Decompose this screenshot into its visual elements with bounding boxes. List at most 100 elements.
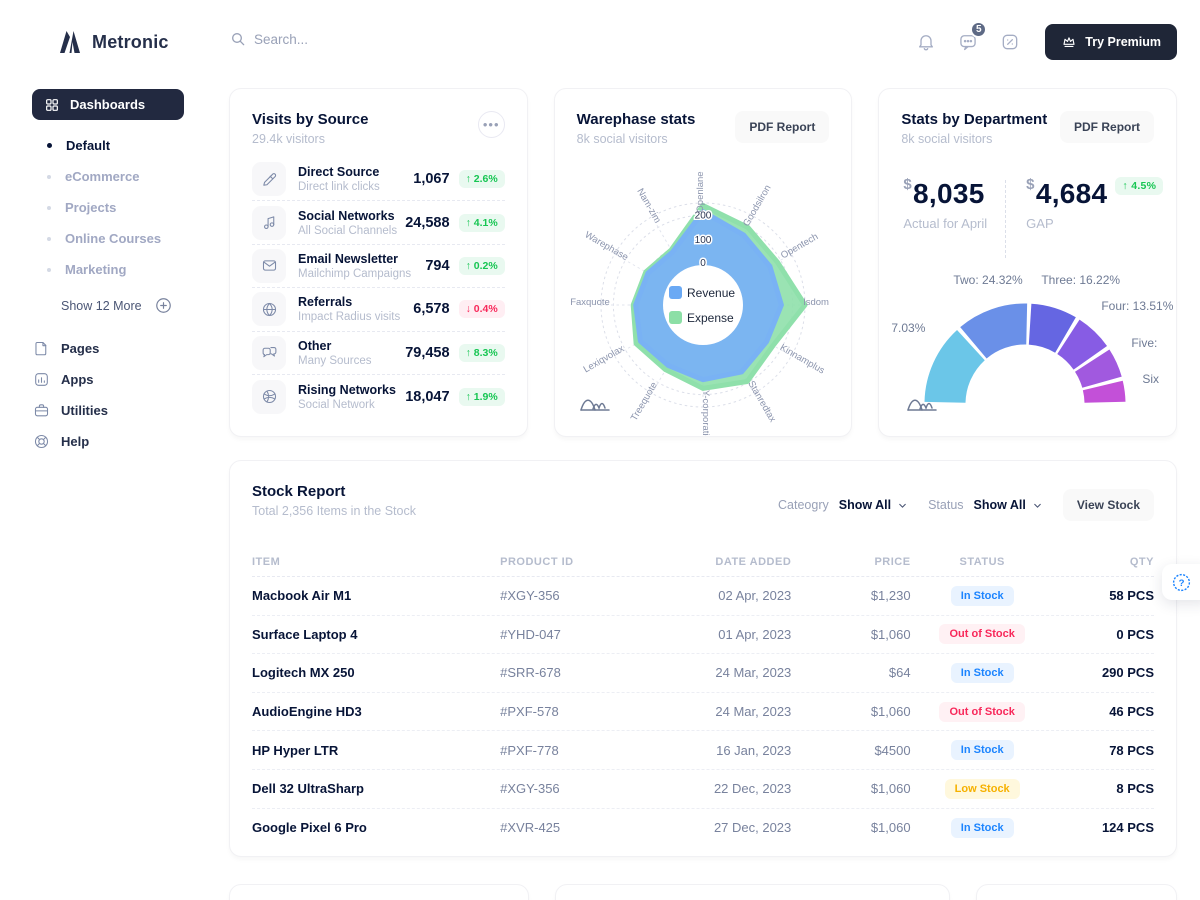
chat-bubbles-icon [252, 335, 286, 370]
gauge-segment-label: Three: 16.22% [1041, 273, 1121, 287]
product-id: #XGY-356 [500, 588, 560, 604]
sidebar-item-online-courses[interactable]: Online Courses [0, 223, 229, 254]
source-title[interactable]: Referrals [298, 295, 353, 310]
stats-by-department-card: Stats by Department 8k social visitors P… [878, 88, 1178, 437]
source-subtitle: Direct link clicks [298, 181, 380, 194]
stock-subtitle: Total 2,356 Items in the Stock [252, 504, 416, 518]
product-id: #XVR-425 [500, 820, 561, 836]
actual-label: Actual for April [903, 216, 988, 231]
status-filter-label: Status [928, 498, 964, 512]
source-delta-badge: ↑ 1.9% [458, 387, 505, 406]
briefcase-icon [33, 402, 50, 419]
column-header: DATE ADDED [715, 555, 792, 568]
dashboards-submenu: Default eCommerce Projects Online Courses Ma… [0, 130, 229, 285]
gauge-segment-label: Four: 13.51% [1101, 299, 1174, 313]
stock-title: Stock Report [252, 483, 346, 500]
source-title[interactable]: Other [298, 338, 332, 353]
category-filter-select[interactable]: Show All [839, 498, 908, 512]
pdf-report-button[interactable]: PDF Report [735, 111, 830, 143]
item-name-link[interactable]: Dell 32 UltraSharp [252, 781, 364, 797]
sidebar-item-apps[interactable]: Apps [0, 364, 229, 395]
column-header: QTY [1129, 555, 1154, 568]
sidebar-item-utilities[interactable]: Utilities [0, 395, 229, 426]
messages-button[interactable]: 5 [953, 21, 988, 57]
view-stock-button[interactable]: View Stock [1062, 489, 1154, 521]
column-header: STATUS [959, 555, 1005, 568]
status-filter-select[interactable]: Show All [974, 498, 1043, 512]
search-bar[interactable] [230, 31, 450, 47]
try-premium-button[interactable]: Try Premium [1045, 24, 1177, 60]
help-floating-button[interactable]: ? [1162, 564, 1200, 600]
visit-source-row: Rising Networks Social Network 18,047 ↑ 1.9… [252, 375, 505, 418]
item-name-link[interactable]: Logitech MX 250 [252, 665, 355, 681]
source-title[interactable]: Direct Source [298, 165, 380, 180]
item-name-link[interactable]: AudioEngine HD3 [252, 704, 362, 720]
sidebar-item-help[interactable]: Help [0, 426, 229, 457]
source-delta-badge: ↑ 8.3% [458, 343, 505, 362]
pdf-report-button[interactable]: PDF Report [1060, 111, 1155, 143]
apps-switcher-button[interactable] [995, 27, 1025, 57]
card-menu-button[interactable]: ••• [477, 111, 505, 138]
table-row: HP Hyper LTR #PXF-778 16 Jan, 2023 $4500 In … [252, 731, 1154, 770]
crown-icon [1063, 37, 1075, 47]
bullet-icon [47, 205, 51, 210]
sidebar-item-ecommerce[interactable]: eCommerce [0, 161, 229, 192]
gap-stat: $4,684 ↑ 4.5% GAP [1026, 176, 1164, 231]
svg-text:Expense: Expense [687, 311, 734, 325]
grid-icon [46, 98, 58, 111]
rocket-icon [252, 162, 286, 197]
svg-text:Revenue: Revenue [687, 286, 735, 300]
item-name-link[interactable]: Macbook Air M1 [252, 588, 352, 604]
table-header: ITEM PRODUCT ID DATE ADDED PRICE STATUS QTY [252, 547, 1154, 577]
status-badge: In Stock [950, 662, 1014, 683]
date-added: 01 Apr, 2023 [718, 626, 792, 642]
quantity: 290 PCS [1101, 665, 1154, 681]
show-more-button[interactable]: Show 12 More [0, 291, 229, 321]
source-title[interactable]: Email Newsletter [298, 251, 399, 266]
sidebar-item-pages[interactable]: Pages [0, 333, 229, 364]
sidebar-item-projects[interactable]: Projects [0, 192, 229, 223]
chat-icon [960, 35, 977, 51]
dotted-divider [1005, 180, 1007, 258]
radar-chart: Revenue Expense 0 100 200 Openlane Goodsilron O… [555, 119, 852, 436]
category-filter-label: Cateogry [778, 498, 829, 512]
svg-text:100: 100 [694, 235, 711, 246]
source-value: 18,047 [405, 388, 450, 405]
table-row: Dell 32 UltraSharp #XGY-356 22 Dec, 2023 $1… [252, 770, 1154, 809]
stats-card-title: Stats by Department [901, 111, 1048, 128]
quantity: 0 PCS [1116, 626, 1154, 642]
visit-source-row: Email Newsletter Mailchimp Campaigns 794 ↑ … [252, 245, 505, 289]
item-name-link[interactable]: HP Hyper LTR [252, 742, 339, 758]
svg-text:Opentech: Opentech [779, 231, 820, 261]
sidebar-item-marketing[interactable]: Marketing [0, 254, 229, 285]
source-subtitle: Impact Radius visits [298, 311, 401, 324]
gap-value: 4,684 [1035, 178, 1108, 209]
status-cell: Out of Stock [911, 624, 1054, 645]
source-title[interactable]: Rising Networks [298, 382, 396, 397]
source-value: 6,578 [413, 301, 450, 318]
search-input[interactable] [254, 31, 424, 47]
status-badge: Low Stock [944, 778, 1020, 799]
item-name-link[interactable]: Google Pixel 6 Pro [252, 820, 367, 836]
partial-card [555, 884, 950, 900]
item-name-link[interactable]: Surface Laptop 4 [252, 626, 358, 642]
source-title[interactable]: Social Networks [298, 208, 395, 223]
sidebar-item-dashboards[interactable]: Dashboards [32, 89, 184, 120]
plus-circle-icon[interactable] [154, 296, 173, 315]
brand-name: Metronic [92, 31, 169, 52]
source-value: 24,588 [405, 214, 450, 231]
bullet-icon [47, 143, 52, 148]
chevron-down-icon [1034, 503, 1041, 508]
quantity: 58 PCS [1109, 588, 1154, 604]
table-row: Logitech MX 250 #SRR-678 24 Mar, 2023 $64 In… [252, 654, 1154, 693]
notifications-button[interactable] [911, 27, 941, 57]
date-added: 02 Apr, 2023 [718, 588, 792, 604]
gauge-segment-label: Six [1142, 372, 1160, 386]
visit-source-row: Other Many Sources 79,458 ↑ 8.3% [252, 332, 505, 375]
status-badge: In Stock [950, 585, 1014, 606]
price: $1,060 [870, 626, 911, 642]
partial-card [229, 884, 529, 900]
source-subtitle: All Social Channels [298, 224, 398, 237]
sidebar-item-default[interactable]: Default [0, 130, 229, 161]
metronic-logo[interactable]: Metronic [57, 29, 169, 55]
